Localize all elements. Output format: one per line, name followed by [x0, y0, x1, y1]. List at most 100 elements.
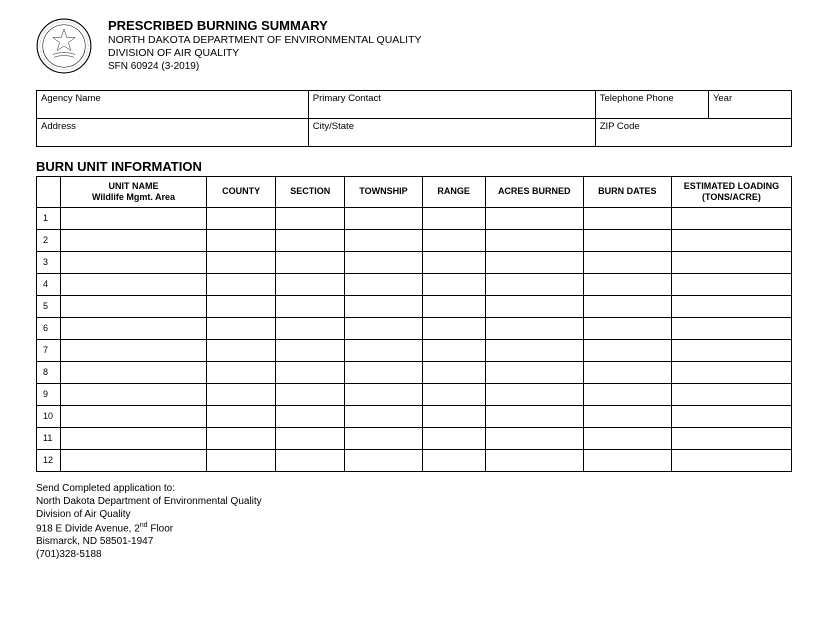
cell-loading[interactable] [671, 273, 791, 295]
cell-section[interactable] [276, 251, 345, 273]
cell-section[interactable] [276, 449, 345, 471]
cell-loading[interactable] [671, 383, 791, 405]
cell-range[interactable] [422, 405, 485, 427]
cell-loading[interactable] [671, 207, 791, 229]
cell-acres[interactable] [485, 449, 583, 471]
cell-dates[interactable] [583, 339, 671, 361]
cell-section[interactable] [276, 339, 345, 361]
cell-dates[interactable] [583, 383, 671, 405]
cell-unit-name[interactable] [60, 427, 206, 449]
city-state-field[interactable]: City/State [308, 119, 595, 147]
cell-dates[interactable] [583, 229, 671, 251]
cell-loading[interactable] [671, 317, 791, 339]
agency-name-field[interactable]: Agency Name [37, 91, 309, 119]
cell-range[interactable] [422, 295, 485, 317]
cell-unit-name[interactable] [60, 339, 206, 361]
cell-township[interactable] [345, 207, 422, 229]
cell-township[interactable] [345, 295, 422, 317]
cell-township[interactable] [345, 273, 422, 295]
cell-unit-name[interactable] [60, 273, 206, 295]
cell-loading[interactable] [671, 449, 791, 471]
cell-loading[interactable] [671, 427, 791, 449]
cell-unit-name[interactable] [60, 449, 206, 471]
cell-acres[interactable] [485, 251, 583, 273]
cell-unit-name[interactable] [60, 207, 206, 229]
cell-loading[interactable] [671, 229, 791, 251]
cell-township[interactable] [345, 405, 422, 427]
cell-acres[interactable] [485, 229, 583, 251]
cell-dates[interactable] [583, 295, 671, 317]
cell-loading[interactable] [671, 295, 791, 317]
cell-township[interactable] [345, 229, 422, 251]
cell-unit-name[interactable] [60, 229, 206, 251]
cell-acres[interactable] [485, 427, 583, 449]
cell-range[interactable] [422, 449, 485, 471]
cell-county[interactable] [207, 383, 276, 405]
cell-county[interactable] [207, 427, 276, 449]
cell-acres[interactable] [485, 273, 583, 295]
cell-county[interactable] [207, 229, 276, 251]
address-field[interactable]: Address [37, 119, 309, 147]
cell-unit-name[interactable] [60, 383, 206, 405]
cell-section[interactable] [276, 317, 345, 339]
cell-section[interactable] [276, 405, 345, 427]
cell-township[interactable] [345, 361, 422, 383]
cell-county[interactable] [207, 405, 276, 427]
zip-field[interactable]: ZIP Code [595, 119, 791, 147]
cell-acres[interactable] [485, 207, 583, 229]
cell-dates[interactable] [583, 273, 671, 295]
cell-county[interactable] [207, 295, 276, 317]
cell-unit-name[interactable] [60, 361, 206, 383]
cell-loading[interactable] [671, 251, 791, 273]
cell-township[interactable] [345, 383, 422, 405]
cell-section[interactable] [276, 361, 345, 383]
cell-dates[interactable] [583, 405, 671, 427]
cell-section[interactable] [276, 229, 345, 251]
cell-loading[interactable] [671, 361, 791, 383]
cell-county[interactable] [207, 273, 276, 295]
cell-range[interactable] [422, 207, 485, 229]
cell-range[interactable] [422, 251, 485, 273]
cell-loading[interactable] [671, 339, 791, 361]
cell-range[interactable] [422, 229, 485, 251]
cell-county[interactable] [207, 361, 276, 383]
cell-township[interactable] [345, 339, 422, 361]
cell-section[interactable] [276, 295, 345, 317]
cell-acres[interactable] [485, 339, 583, 361]
cell-township[interactable] [345, 427, 422, 449]
cell-county[interactable] [207, 207, 276, 229]
year-field[interactable]: Year [708, 91, 791, 119]
cell-dates[interactable] [583, 449, 671, 471]
cell-range[interactable] [422, 339, 485, 361]
cell-acres[interactable] [485, 295, 583, 317]
cell-section[interactable] [276, 383, 345, 405]
cell-section[interactable] [276, 207, 345, 229]
cell-county[interactable] [207, 251, 276, 273]
cell-dates[interactable] [583, 251, 671, 273]
cell-unit-name[interactable] [60, 405, 206, 427]
cell-township[interactable] [345, 317, 422, 339]
cell-range[interactable] [422, 427, 485, 449]
cell-section[interactable] [276, 427, 345, 449]
primary-contact-field[interactable]: Primary Contact [308, 91, 595, 119]
cell-unit-name[interactable] [60, 295, 206, 317]
telephone-field[interactable]: Telephone Phone [595, 91, 708, 119]
cell-county[interactable] [207, 317, 276, 339]
cell-range[interactable] [422, 317, 485, 339]
cell-unit-name[interactable] [60, 317, 206, 339]
cell-township[interactable] [345, 251, 422, 273]
cell-range[interactable] [422, 273, 485, 295]
cell-county[interactable] [207, 339, 276, 361]
cell-dates[interactable] [583, 361, 671, 383]
cell-township[interactable] [345, 449, 422, 471]
cell-acres[interactable] [485, 405, 583, 427]
cell-dates[interactable] [583, 427, 671, 449]
cell-county[interactable] [207, 449, 276, 471]
cell-acres[interactable] [485, 361, 583, 383]
cell-unit-name[interactable] [60, 251, 206, 273]
cell-acres[interactable] [485, 317, 583, 339]
cell-dates[interactable] [583, 317, 671, 339]
cell-range[interactable] [422, 383, 485, 405]
cell-range[interactable] [422, 361, 485, 383]
cell-section[interactable] [276, 273, 345, 295]
